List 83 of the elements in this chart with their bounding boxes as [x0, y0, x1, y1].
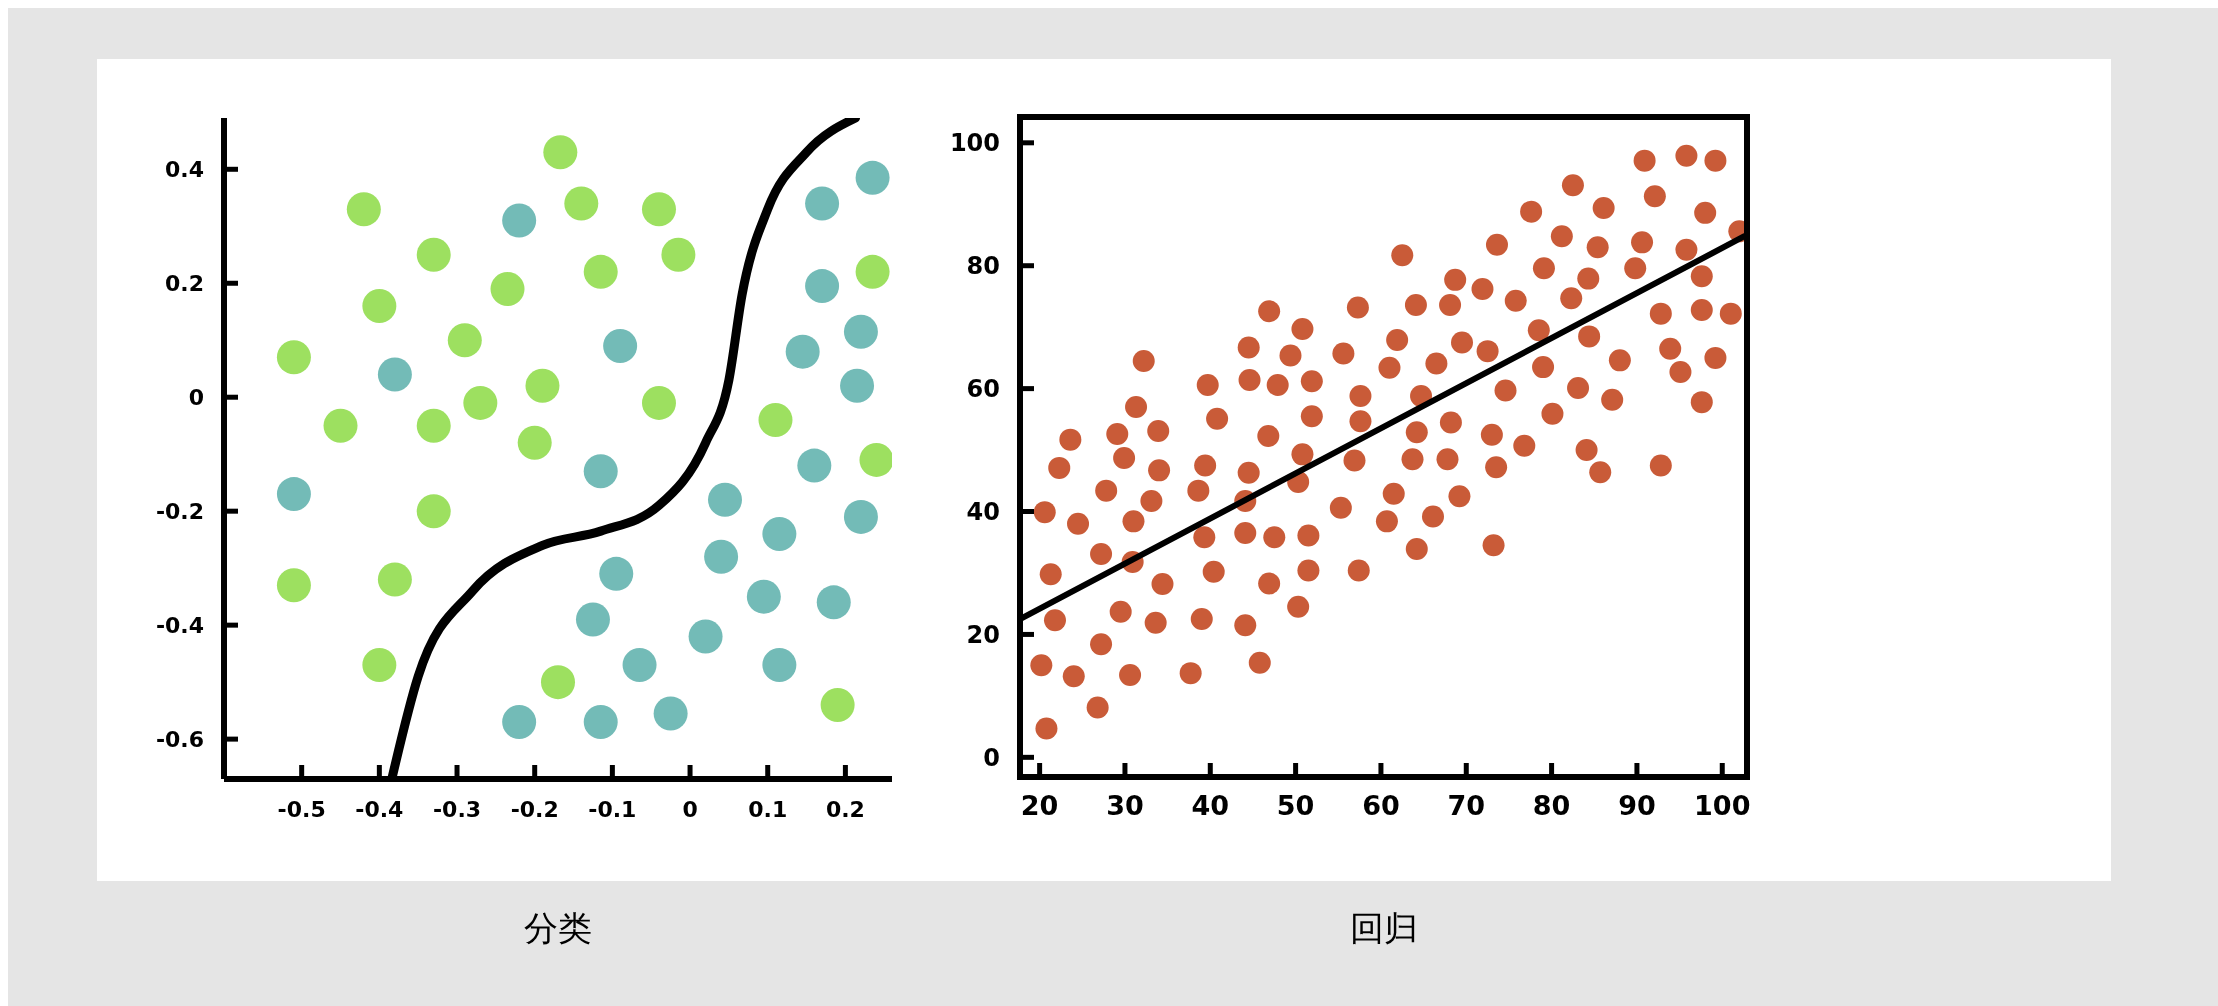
- y-tick-label: 60: [966, 375, 1000, 404]
- point: [758, 403, 793, 438]
- point: [805, 186, 840, 221]
- point: [688, 619, 723, 654]
- point: [816, 585, 851, 620]
- point: [762, 516, 797, 551]
- point: [362, 648, 397, 683]
- y-tick-label: 0.4: [165, 156, 204, 182]
- point: [276, 568, 311, 603]
- x-tick-label: 0.1: [748, 797, 788, 822]
- x-tick-label: 0: [682, 797, 698, 822]
- y-tick-label: 40: [966, 497, 1000, 526]
- point: [704, 539, 739, 574]
- point: [502, 203, 537, 238]
- point: [843, 314, 878, 349]
- point: [377, 562, 412, 597]
- point: [797, 448, 832, 483]
- point: [543, 135, 578, 170]
- point: [362, 289, 397, 324]
- x-tick-label: -0.5: [277, 797, 326, 822]
- point: [583, 254, 618, 289]
- point: [502, 705, 537, 740]
- y-tick-label: 100: [949, 129, 1000, 158]
- point: [517, 425, 552, 460]
- x-tick-label: -0.4: [355, 797, 404, 822]
- x-tick-label: 30: [1106, 790, 1144, 821]
- x-tick-label: -0.1: [588, 797, 637, 822]
- point: [855, 254, 890, 289]
- text: 回归: [1349, 908, 1418, 948]
- point: [583, 454, 618, 489]
- point: [843, 499, 878, 534]
- point: [653, 696, 688, 731]
- point: [603, 328, 638, 363]
- y-tick-label: 0: [983, 743, 1000, 772]
- point: [416, 494, 451, 529]
- point: [641, 385, 676, 420]
- x-tick-label: 20: [1020, 790, 1059, 821]
- point: [416, 408, 451, 443]
- x-tick-label: 80: [1532, 790, 1571, 821]
- point: [276, 477, 311, 512]
- point: [785, 334, 820, 369]
- point: [599, 556, 634, 591]
- x-tick-label: -0.3: [432, 797, 482, 822]
- text: 分类: [524, 908, 592, 948]
- y-tick-label: 0.2: [165, 270, 204, 296]
- y-tick-label: -0.6: [155, 726, 204, 752]
- point: [840, 368, 875, 403]
- point: [525, 368, 560, 403]
- x-tick-label: 50: [1276, 790, 1315, 821]
- point: [276, 340, 311, 375]
- point: [447, 323, 482, 358]
- y-tick-label: -0.2: [155, 498, 204, 524]
- point: [746, 579, 781, 614]
- point: [641, 192, 676, 227]
- x-tick-label: 60: [1362, 790, 1400, 821]
- point: [346, 192, 381, 227]
- point: [622, 648, 657, 683]
- y-tick-label: 0: [188, 384, 204, 410]
- point: [463, 385, 498, 420]
- x-tick-label: -0.2: [510, 797, 559, 822]
- y-tick-label: 80: [966, 252, 1000, 281]
- point: [541, 665, 575, 700]
- point: [323, 408, 358, 443]
- point: [575, 602, 610, 637]
- point: [805, 269, 840, 304]
- y-tick-label: -0.4: [155, 612, 204, 638]
- point: [855, 160, 890, 195]
- x-tick-label: 40: [1191, 790, 1230, 821]
- point: [583, 705, 618, 740]
- point: [859, 442, 892, 477]
- y-tick-label: 20: [966, 620, 1000, 649]
- point: [490, 271, 525, 306]
- x-tick-label: 0.2: [825, 797, 865, 822]
- point: [762, 648, 797, 683]
- x-tick-label: 70: [1447, 790, 1486, 821]
- point: [708, 482, 742, 517]
- point: [661, 237, 696, 272]
- x-tick-label: 100: [1694, 790, 1751, 821]
- point: [564, 186, 599, 221]
- x-tick-label: 90: [1618, 790, 1656, 821]
- point: [416, 237, 451, 272]
- point: [820, 687, 855, 722]
- point: [377, 357, 412, 392]
